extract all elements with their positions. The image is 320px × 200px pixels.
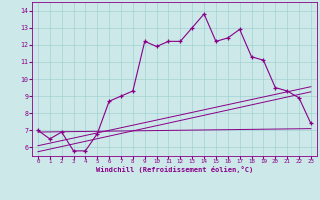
X-axis label: Windchill (Refroidissement éolien,°C): Windchill (Refroidissement éolien,°C) [96,166,253,173]
